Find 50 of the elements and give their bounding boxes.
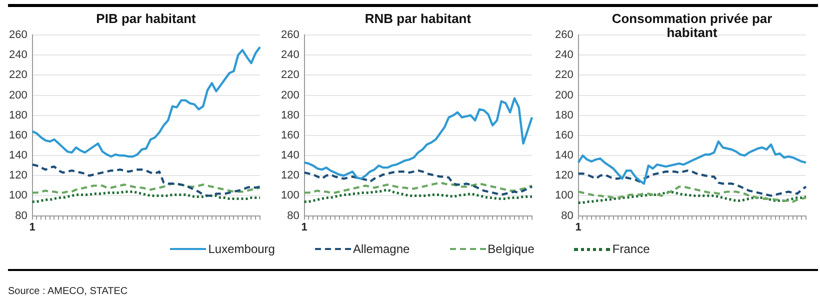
- y-tick-label: 220: [280, 69, 300, 82]
- legend-label: Belgique: [488, 242, 534, 256]
- line-series: [303, 182, 534, 194]
- line-series: [577, 190, 808, 204]
- y-tick-label: 140: [8, 150, 28, 162]
- y-tick-label: 80: [287, 210, 300, 222]
- y-tick-label: 80: [15, 210, 28, 222]
- y-tick-label: 120: [280, 170, 300, 182]
- y-tick-label: 160: [554, 129, 574, 142]
- line-series: [31, 190, 262, 203]
- y-tick-label: 260: [280, 29, 300, 42]
- y-tick-label: 260: [8, 29, 28, 42]
- source-note: Source : AMECO, STATEC: [8, 286, 128, 297]
- line-series: [577, 186, 808, 203]
- chart-title: PIB par habitant: [95, 11, 197, 26]
- line-series: [31, 182, 262, 194]
- y-tick-label: 160: [280, 129, 300, 142]
- y-tick-label: 200: [554, 89, 574, 102]
- x-tick-label: 1: [575, 221, 582, 234]
- y-tick-label: 100: [8, 190, 28, 202]
- y-tick-label: 160: [8, 129, 28, 142]
- y-tick-label: 240: [8, 49, 28, 62]
- line-series: [577, 170, 808, 197]
- y-tick-label: 220: [8, 69, 28, 82]
- x-tick-label: 1: [29, 221, 36, 234]
- y-tick-label: 240: [280, 49, 300, 62]
- legend-label: Allemagne: [352, 242, 410, 256]
- y-tick-label: 240: [554, 49, 574, 62]
- legend-label: Luxembourg: [208, 242, 275, 256]
- y-tick-label: 120: [554, 170, 574, 182]
- chart-title: Consommation privée par habitant: [610, 11, 774, 40]
- y-tick-label: 180: [554, 109, 574, 122]
- y-tick-label: 260: [554, 29, 574, 42]
- y-tick-label: 100: [554, 190, 574, 202]
- legend-label: France: [612, 242, 650, 256]
- y-tick-label: 200: [8, 89, 28, 102]
- y-tick-label: 140: [280, 150, 300, 162]
- y-tick-label: 120: [8, 170, 28, 182]
- line-series: [303, 188, 534, 203]
- y-tick-label: 220: [554, 69, 574, 82]
- y-tick-label: 140: [554, 150, 574, 162]
- y-tick-label: 180: [8, 109, 28, 122]
- y-tick-label: 80: [561, 210, 574, 222]
- line-series: [303, 170, 534, 196]
- y-tick-label: 200: [280, 89, 300, 102]
- y-tick-label: 100: [280, 190, 300, 202]
- x-tick-label: 1: [301, 221, 308, 234]
- chart-title: RNB par habitant: [364, 11, 472, 26]
- y-tick-label: 180: [280, 109, 300, 122]
- line-series: [31, 163, 262, 197]
